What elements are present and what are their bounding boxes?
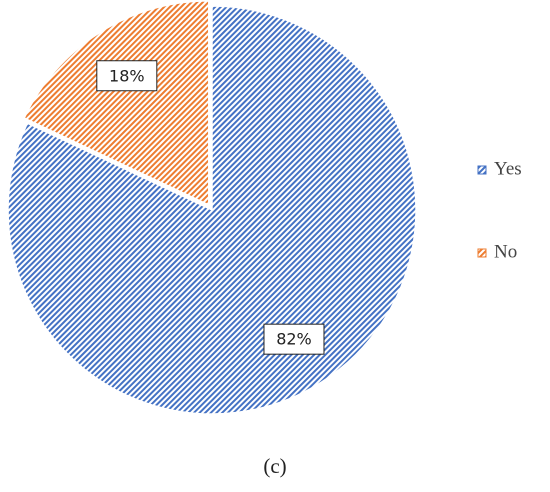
label-box <box>263 323 325 355</box>
label-box <box>96 60 158 92</box>
legend-swatch <box>477 165 487 175</box>
pie-slice <box>23 0 210 207</box>
chart-caption: (c) <box>263 454 286 478</box>
legend-swatch <box>477 248 487 258</box>
legend-label: No <box>494 241 517 262</box>
legend-label: Yes <box>494 158 522 179</box>
data-label: 18% <box>109 66 145 85</box>
data-label: 82% <box>276 330 312 349</box>
pie-slice <box>7 5 417 415</box>
